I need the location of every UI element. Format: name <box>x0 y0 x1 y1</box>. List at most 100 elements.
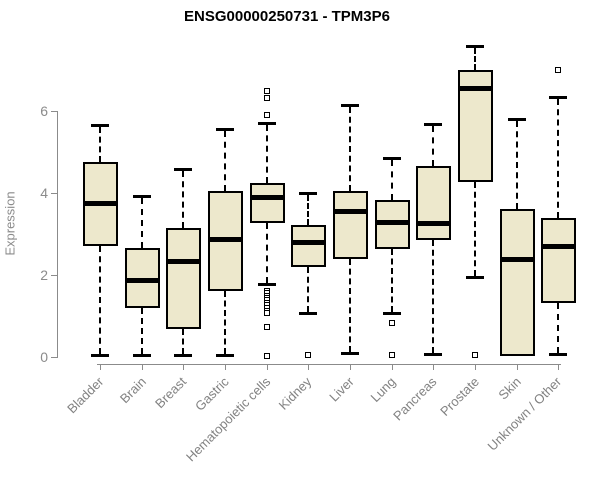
lower-whisker-cap <box>258 283 276 287</box>
x-axis-tick <box>475 364 476 370</box>
y-tick-label: 2 <box>40 267 48 283</box>
lower-whisker-cap <box>383 311 401 315</box>
iqr-box <box>333 190 368 259</box>
x-axis-tick <box>350 364 351 370</box>
upper-whisker-cap <box>508 118 526 122</box>
outlier-point <box>472 351 478 358</box>
lower-whisker-cap <box>549 352 567 356</box>
upper-whisker-line <box>391 160 393 200</box>
lower-whisker-cap <box>299 311 317 315</box>
y-tick-label: 0 <box>40 349 48 365</box>
lower-whisker-cap <box>341 352 359 356</box>
outlier-point <box>264 310 270 317</box>
upper-whisker-cap <box>341 103 359 107</box>
upper-whisker-cap <box>549 95 567 99</box>
upper-whisker-cap <box>383 157 401 161</box>
outlier-point <box>555 67 561 73</box>
x-axis-tick <box>100 364 101 370</box>
upper-whisker-line <box>557 98 559 219</box>
lower-whisker-line <box>307 266 309 312</box>
outlier-point <box>264 324 270 331</box>
lower-whisker-line <box>266 222 268 284</box>
median-line <box>208 237 243 243</box>
upper-whisker-cap <box>133 195 151 199</box>
lower-whisker-line <box>432 240 434 353</box>
upper-whisker-line <box>266 125 268 183</box>
median-line <box>458 86 493 92</box>
iqr-box <box>250 182 285 223</box>
outlier-point <box>264 87 270 94</box>
median-line <box>125 277 160 283</box>
outlier-point <box>264 112 270 119</box>
y-tick-label: 4 <box>40 185 48 201</box>
x-axis-tick <box>392 364 393 370</box>
y-tick-label: 6 <box>40 103 48 119</box>
iqr-box <box>166 227 201 330</box>
upper-whisker-line <box>224 131 226 191</box>
upper-whisker-line <box>516 121 518 210</box>
x-axis-tick <box>308 364 309 370</box>
median-line <box>541 244 576 250</box>
upper-whisker-cap <box>174 168 192 172</box>
upper-whisker-line <box>349 106 351 191</box>
upper-whisker-line <box>307 195 309 225</box>
median-line <box>333 209 368 215</box>
median-line <box>291 240 326 246</box>
x-axis-tick <box>225 364 226 370</box>
median-line <box>375 219 410 225</box>
upper-whisker-line <box>182 171 184 228</box>
outlier-point <box>305 351 311 358</box>
iqr-box <box>500 209 535 357</box>
x-axis-tick <box>267 364 268 370</box>
outlier-point <box>264 94 270 101</box>
upper-whisker-cap <box>424 123 442 127</box>
lower-whisker-line <box>349 258 351 353</box>
lower-whisker-cap <box>174 354 192 358</box>
x-axis-tick <box>433 364 434 370</box>
upper-whisker-line <box>474 48 476 70</box>
x-axis-tick <box>183 364 184 370</box>
y-axis-tick <box>51 111 57 112</box>
median-line <box>416 220 451 226</box>
upper-whisker-line <box>141 198 143 249</box>
y-axis-tick <box>51 275 57 276</box>
lower-whisker-line <box>182 329 184 355</box>
upper-whisker-cap <box>91 124 109 128</box>
lower-whisker-line <box>391 249 393 312</box>
x-axis-tick <box>558 364 559 370</box>
upper-whisker-cap <box>299 192 317 195</box>
upper-whisker-cap <box>466 45 484 49</box>
lower-whisker-line <box>474 181 476 276</box>
upper-whisker-line <box>99 127 101 163</box>
upper-whisker-line <box>432 126 434 167</box>
upper-whisker-cap <box>258 122 276 126</box>
lower-whisker-cap <box>466 275 484 279</box>
x-axis-line <box>97 364 561 365</box>
median-line <box>83 201 118 207</box>
x-axis-tick <box>517 364 518 370</box>
lower-whisker-line <box>99 246 101 355</box>
iqr-box <box>291 224 326 267</box>
y-axis-tick <box>51 357 57 358</box>
median-line <box>500 257 535 263</box>
iqr-box <box>416 166 451 241</box>
iqr-box <box>541 218 576 303</box>
y-axis-line <box>57 111 58 358</box>
outlier-point <box>389 351 395 358</box>
lower-whisker-line <box>141 307 143 355</box>
lower-whisker-cap <box>91 354 109 358</box>
